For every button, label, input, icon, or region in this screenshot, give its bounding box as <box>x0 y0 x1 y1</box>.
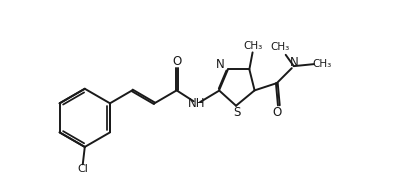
Text: N: N <box>290 56 299 69</box>
Text: Cl: Cl <box>77 164 88 174</box>
Text: O: O <box>172 55 181 68</box>
Text: NH: NH <box>188 97 206 110</box>
Text: N: N <box>216 58 225 71</box>
Text: CH₃: CH₃ <box>270 42 289 52</box>
Text: CH₃: CH₃ <box>243 41 262 51</box>
Text: CH₃: CH₃ <box>312 59 332 69</box>
Text: S: S <box>233 106 240 120</box>
Text: O: O <box>272 106 282 119</box>
